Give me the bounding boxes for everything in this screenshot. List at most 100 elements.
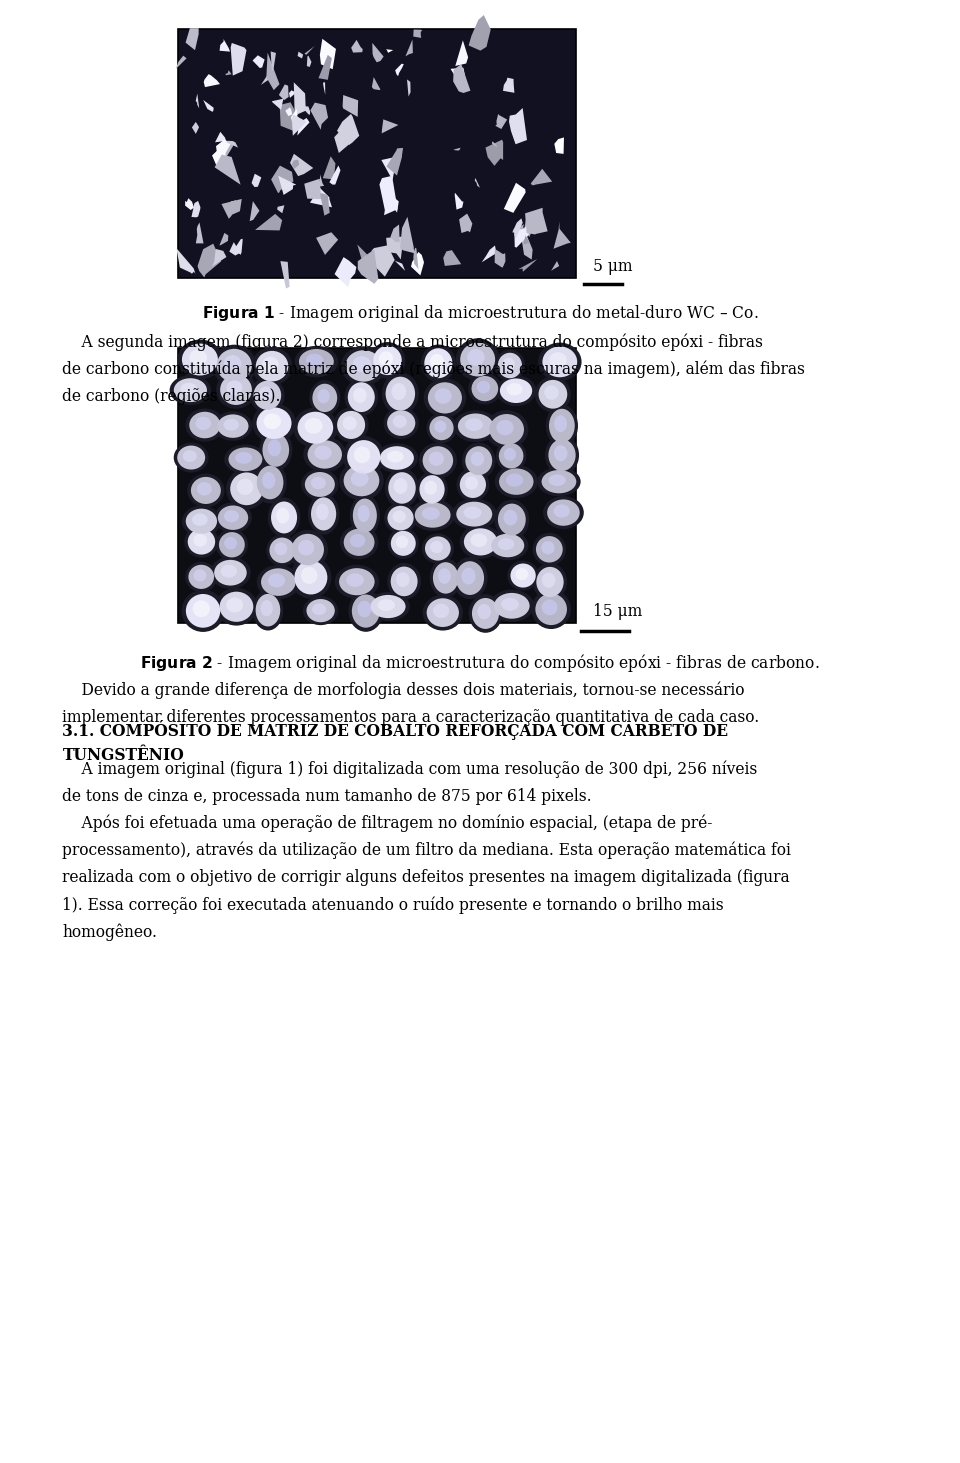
Ellipse shape bbox=[315, 446, 331, 459]
Ellipse shape bbox=[549, 408, 575, 443]
Ellipse shape bbox=[393, 511, 406, 522]
Ellipse shape bbox=[533, 563, 567, 601]
Ellipse shape bbox=[539, 380, 567, 408]
Ellipse shape bbox=[435, 388, 452, 404]
Ellipse shape bbox=[298, 411, 333, 443]
Ellipse shape bbox=[341, 347, 386, 386]
Ellipse shape bbox=[308, 493, 339, 534]
Ellipse shape bbox=[536, 535, 563, 563]
Ellipse shape bbox=[351, 594, 380, 628]
Ellipse shape bbox=[226, 468, 267, 509]
Ellipse shape bbox=[535, 376, 571, 413]
Ellipse shape bbox=[348, 440, 380, 474]
Ellipse shape bbox=[429, 452, 444, 465]
Ellipse shape bbox=[290, 556, 331, 598]
Ellipse shape bbox=[433, 562, 459, 594]
Ellipse shape bbox=[218, 506, 249, 530]
Ellipse shape bbox=[375, 443, 419, 473]
Ellipse shape bbox=[462, 568, 475, 585]
Ellipse shape bbox=[546, 405, 578, 448]
Ellipse shape bbox=[261, 568, 296, 595]
Ellipse shape bbox=[270, 537, 295, 563]
Ellipse shape bbox=[391, 566, 418, 597]
Ellipse shape bbox=[235, 452, 252, 464]
Ellipse shape bbox=[227, 380, 242, 395]
Ellipse shape bbox=[460, 471, 486, 497]
Text: realizada com o objetivo de corrigir alguns defeitos presentes na imagem digital: realizada com o objetivo de corrigir alg… bbox=[62, 869, 790, 887]
Ellipse shape bbox=[373, 345, 402, 375]
Text: de tons de cinza e, processada num tamanho de 875 por 614 pixels.: de tons de cinza e, processada num taman… bbox=[62, 787, 592, 805]
Ellipse shape bbox=[262, 473, 276, 489]
Text: $\bf{Figura\ 1}$ - Imagem original da microestrutura do metal-duro WC – Co.: $\bf{Figura\ 1}$ - Imagem original da mi… bbox=[202, 303, 758, 323]
Ellipse shape bbox=[312, 383, 337, 413]
Text: de carbono (regiões claras).: de carbono (regiões claras). bbox=[62, 388, 281, 405]
Ellipse shape bbox=[494, 500, 529, 540]
Ellipse shape bbox=[350, 471, 369, 487]
Ellipse shape bbox=[276, 508, 289, 524]
Ellipse shape bbox=[547, 499, 580, 525]
Ellipse shape bbox=[304, 418, 323, 435]
Ellipse shape bbox=[262, 433, 289, 467]
Ellipse shape bbox=[498, 503, 526, 535]
Ellipse shape bbox=[256, 565, 300, 600]
Ellipse shape bbox=[501, 598, 519, 610]
Ellipse shape bbox=[224, 418, 239, 430]
Ellipse shape bbox=[189, 411, 221, 439]
Ellipse shape bbox=[387, 410, 416, 436]
Ellipse shape bbox=[250, 377, 285, 414]
Ellipse shape bbox=[305, 473, 335, 497]
Ellipse shape bbox=[549, 353, 566, 367]
Ellipse shape bbox=[221, 565, 237, 578]
Ellipse shape bbox=[227, 597, 243, 613]
Ellipse shape bbox=[194, 569, 206, 581]
Ellipse shape bbox=[311, 497, 336, 531]
Ellipse shape bbox=[185, 408, 225, 442]
Ellipse shape bbox=[220, 375, 252, 405]
Ellipse shape bbox=[470, 452, 484, 467]
Ellipse shape bbox=[494, 350, 525, 382]
Ellipse shape bbox=[192, 514, 207, 527]
Ellipse shape bbox=[504, 448, 516, 461]
Ellipse shape bbox=[477, 604, 491, 619]
Ellipse shape bbox=[548, 439, 576, 471]
Ellipse shape bbox=[352, 356, 371, 372]
Ellipse shape bbox=[306, 598, 335, 622]
Ellipse shape bbox=[293, 408, 338, 448]
Ellipse shape bbox=[537, 566, 564, 597]
Ellipse shape bbox=[496, 376, 537, 407]
Ellipse shape bbox=[188, 565, 214, 590]
Ellipse shape bbox=[506, 383, 522, 395]
Ellipse shape bbox=[316, 503, 328, 521]
Ellipse shape bbox=[187, 474, 225, 508]
Ellipse shape bbox=[434, 420, 446, 433]
Ellipse shape bbox=[433, 604, 449, 617]
Ellipse shape bbox=[255, 594, 280, 626]
Ellipse shape bbox=[421, 508, 440, 519]
Ellipse shape bbox=[220, 591, 253, 622]
Ellipse shape bbox=[394, 478, 407, 494]
Ellipse shape bbox=[392, 383, 406, 401]
Ellipse shape bbox=[428, 382, 462, 414]
Ellipse shape bbox=[542, 347, 577, 377]
Ellipse shape bbox=[494, 593, 530, 619]
Ellipse shape bbox=[253, 461, 287, 503]
Ellipse shape bbox=[337, 411, 365, 439]
Ellipse shape bbox=[457, 468, 490, 502]
Ellipse shape bbox=[462, 443, 495, 478]
Text: A imagem original (figura 1) foi digitalizada com uma resolução de 300 dpi, 256 : A imagem original (figura 1) foi digital… bbox=[62, 761, 757, 778]
Ellipse shape bbox=[260, 600, 273, 616]
Ellipse shape bbox=[224, 511, 239, 522]
Ellipse shape bbox=[388, 506, 414, 531]
Ellipse shape bbox=[301, 568, 318, 584]
Ellipse shape bbox=[499, 468, 534, 494]
Ellipse shape bbox=[494, 465, 538, 497]
Ellipse shape bbox=[460, 525, 501, 559]
Ellipse shape bbox=[357, 601, 372, 617]
Ellipse shape bbox=[426, 598, 459, 628]
Ellipse shape bbox=[196, 417, 211, 430]
Ellipse shape bbox=[438, 568, 451, 584]
Ellipse shape bbox=[344, 528, 374, 556]
Ellipse shape bbox=[303, 436, 347, 473]
Ellipse shape bbox=[252, 347, 293, 385]
Ellipse shape bbox=[271, 502, 297, 534]
